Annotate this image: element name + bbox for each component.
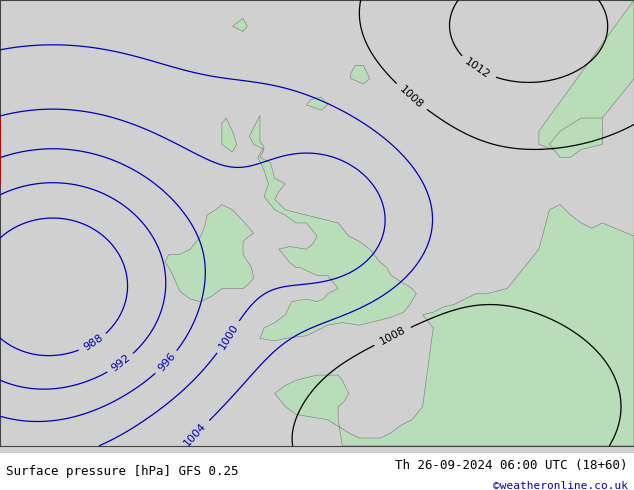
Polygon shape [233,18,247,31]
Text: 1008: 1008 [398,84,425,110]
Polygon shape [165,205,254,302]
Polygon shape [550,118,602,157]
Polygon shape [306,97,328,110]
Polygon shape [222,118,236,152]
Text: Th 26-09-2024 06:00 UTC (18+60): Th 26-09-2024 06:00 UTC (18+60) [395,459,628,472]
Polygon shape [275,205,634,446]
Text: 1004: 1004 [183,421,209,448]
Polygon shape [539,0,634,152]
Text: 1012: 1012 [463,56,492,81]
Text: 996: 996 [156,351,178,374]
Text: 1008: 1008 [378,325,407,347]
Polygon shape [249,116,417,341]
Text: 988: 988 [82,333,105,353]
Text: Surface pressure [hPa] GFS 0.25: Surface pressure [hPa] GFS 0.25 [6,465,239,478]
Text: 1000: 1000 [217,322,240,351]
Text: ©weatheronline.co.uk: ©weatheronline.co.uk [493,481,628,490]
Polygon shape [351,66,370,84]
Text: 992: 992 [109,353,133,374]
